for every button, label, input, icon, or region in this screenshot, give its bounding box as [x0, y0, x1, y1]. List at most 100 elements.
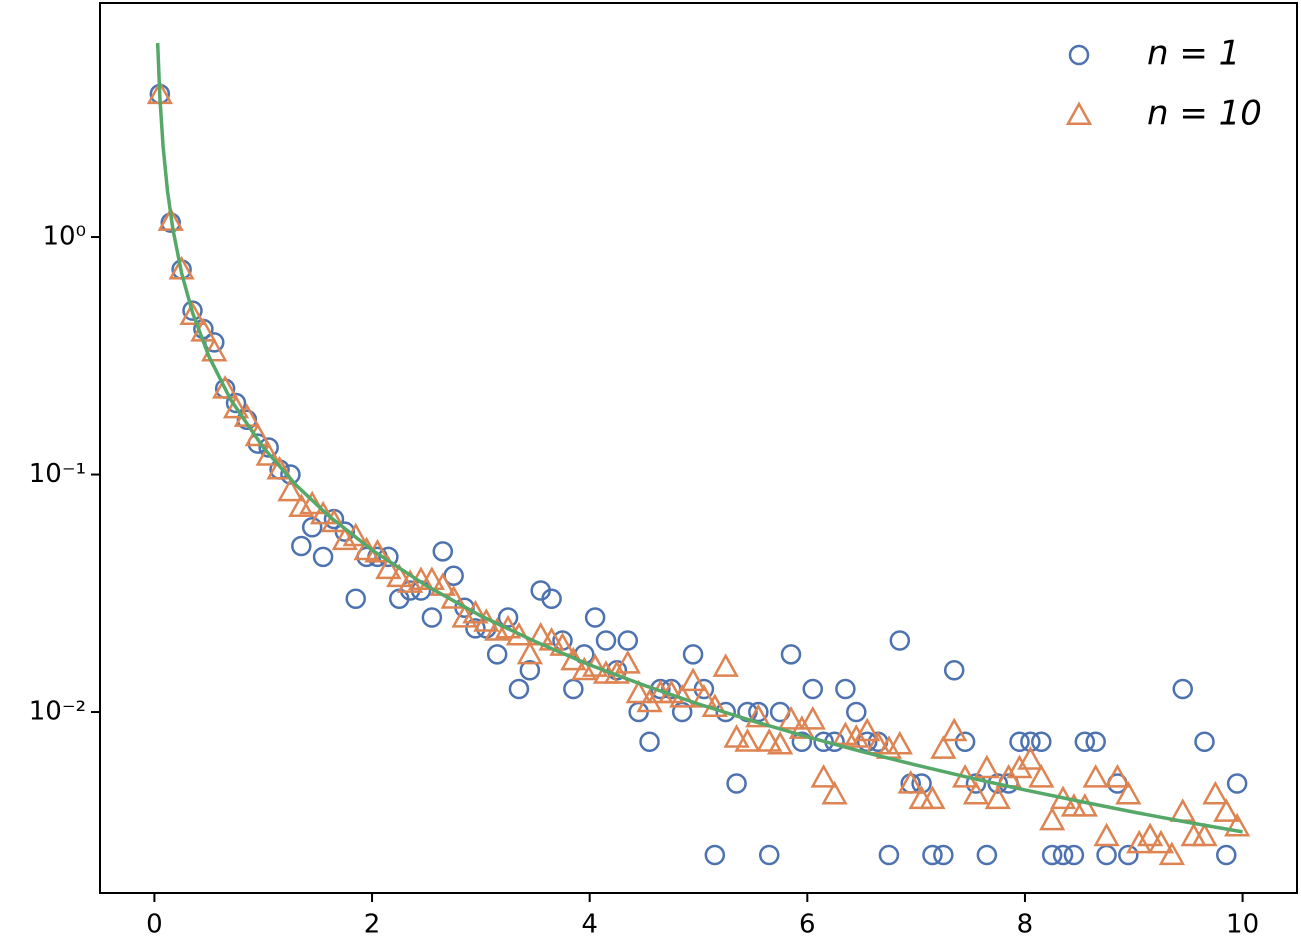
data-point [1172, 678, 1193, 700]
y-tick-label: 10⁻¹ [29, 459, 86, 489]
data-point [1136, 822, 1164, 847]
legend-marker [1068, 44, 1090, 66]
data-point [897, 769, 924, 794]
plot-frame [99, 2, 1298, 894]
data-point [821, 780, 848, 805]
data-point [222, 394, 250, 419]
data-point [704, 844, 726, 866]
y-tick-label: 10⁻² [29, 697, 86, 727]
data-point [1031, 731, 1052, 752]
data-point [1213, 798, 1240, 822]
legend-marker [1065, 101, 1093, 126]
data-point [312, 546, 334, 568]
data-point [758, 844, 780, 866]
data-point [519, 659, 541, 681]
data-point [345, 588, 366, 609]
data-point [889, 630, 911, 651]
data-point [244, 422, 271, 447]
data-point [1147, 829, 1175, 854]
x-tick-label: 6 [799, 910, 816, 940]
data-point [962, 780, 990, 805]
data-point [712, 653, 739, 677]
data-point [802, 678, 824, 700]
data-point [266, 455, 293, 480]
data-point [734, 728, 761, 752]
data-point [745, 703, 772, 728]
data-point [1216, 844, 1237, 866]
data-point [639, 731, 660, 752]
fit-curve [155, 42, 1243, 834]
data-point [1194, 731, 1215, 752]
data-point [777, 705, 805, 730]
data-point [976, 844, 998, 866]
legend-label: n = 1 [1147, 34, 1240, 74]
data-point [1180, 822, 1207, 847]
data-point [421, 607, 443, 628]
data-point [201, 337, 228, 362]
data-point [617, 630, 639, 651]
data-point [280, 464, 301, 485]
data-point [157, 207, 184, 231]
legend-label: n = 10 [1147, 94, 1262, 134]
data-point [1085, 731, 1106, 752]
data-point [799, 705, 826, 730]
data-point [766, 730, 794, 755]
data-point [331, 526, 358, 551]
data-point [846, 701, 867, 723]
x-tick-label: 0 [146, 910, 163, 940]
x-tick-label: 8 [1017, 910, 1034, 940]
data-point [497, 607, 519, 628]
data-point [505, 621, 533, 646]
data-point [1009, 731, 1030, 752]
data-point [563, 678, 584, 700]
data-point [1224, 812, 1251, 837]
data-point [320, 508, 348, 533]
data-point [595, 630, 617, 651]
data-point [919, 785, 946, 810]
data-point [813, 731, 834, 752]
data-point [1006, 754, 1033, 779]
data-point [212, 375, 239, 399]
data-point [465, 618, 486, 639]
data-point [462, 599, 489, 624]
data-point [1063, 844, 1085, 866]
data-point [715, 701, 736, 723]
data-point [780, 644, 802, 665]
data-point [1158, 841, 1185, 866]
data-point [922, 844, 943, 866]
data-point [1082, 763, 1109, 788]
data-point [1052, 844, 1074, 866]
data-point [682, 644, 704, 665]
data-point [843, 724, 870, 748]
data-point [1169, 798, 1196, 822]
data-point [984, 785, 1011, 810]
data-point [941, 717, 968, 742]
data-point [301, 516, 323, 538]
data-point [886, 730, 913, 755]
x-tick-label: 10 [1226, 910, 1259, 940]
data-point [954, 731, 976, 752]
data-point [973, 754, 1000, 779]
data-point [375, 555, 402, 580]
data-point [1071, 792, 1098, 817]
data-point [835, 678, 856, 700]
data-point [625, 679, 652, 704]
data-point [726, 773, 747, 794]
data-point [723, 724, 750, 748]
data-point [258, 437, 279, 458]
data-point [516, 640, 543, 665]
data-point [1039, 806, 1066, 831]
data-point [451, 603, 478, 628]
data-point [810, 763, 837, 788]
data-point [1191, 822, 1218, 847]
data-point [1017, 746, 1044, 770]
data-point [1104, 763, 1131, 788]
data-point [288, 493, 315, 518]
data-point [225, 392, 247, 414]
data-point [386, 563, 413, 588]
data-point [1115, 780, 1142, 805]
data-point [1074, 731, 1096, 752]
data-point [1028, 763, 1055, 788]
data-point [342, 522, 369, 547]
